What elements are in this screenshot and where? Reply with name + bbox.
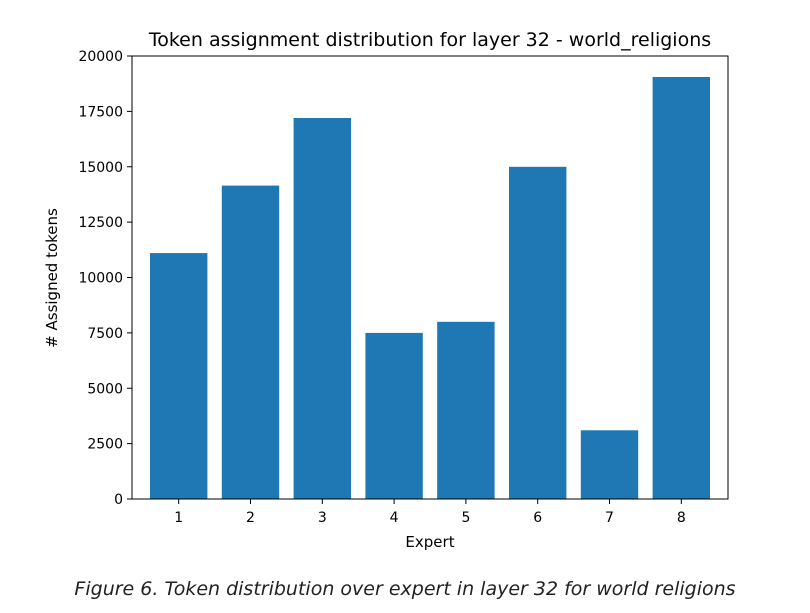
y-axis-label: # Assigned tokens [43, 208, 61, 348]
bar-expert-8 [652, 77, 710, 499]
bars-group [150, 77, 710, 500]
y-axis: 0 2500 5000 7500 10000 12500 15000 17500 20000 [78, 49, 132, 508]
bar-expert-1 [150, 253, 208, 499]
y-tick-label: 2500 [87, 437, 123, 453]
bar-expert-3 [293, 118, 351, 499]
y-tick-label: 7500 [87, 326, 123, 342]
bar-expert-6 [509, 166, 567, 500]
y-tick-label: 17500 [78, 104, 123, 120]
x-tick-label: 7 [605, 510, 614, 526]
figure-caption: Figure 6. Token distribution over expert… [74, 578, 736, 600]
bar-expert-7 [580, 430, 639, 499]
x-axis-label: Expert [405, 533, 454, 551]
y-tick-label: 12500 [78, 215, 123, 231]
y-tick-label: 5000 [87, 381, 123, 397]
x-axis: 1 2 3 4 5 6 7 8 [174, 499, 686, 526]
chart-title: Token assignment distribution for layer … [148, 29, 711, 51]
bar-expert-2 [221, 185, 280, 499]
x-tick-label: 3 [318, 510, 327, 526]
x-tick-label: 2 [246, 510, 255, 526]
bar-expert-5 [437, 321, 495, 499]
x-tick-label: 1 [174, 510, 183, 526]
x-tick-label: 6 [533, 510, 542, 526]
x-tick-label: 4 [390, 510, 399, 526]
y-tick-label: 20000 [78, 49, 123, 65]
x-tick-label: 8 [677, 510, 686, 526]
plot-frame [131, 55, 729, 500]
y-tick-label: 0 [114, 492, 123, 508]
y-tick-label: 10000 [78, 271, 123, 287]
y-tick-label: 15000 [78, 160, 123, 176]
bar-expert-4 [365, 332, 423, 499]
x-tick-label: 5 [461, 510, 470, 526]
